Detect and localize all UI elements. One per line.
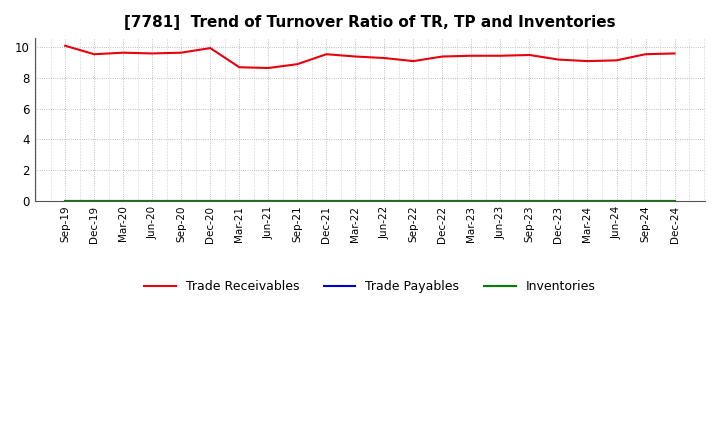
Inventories [612, 198, 621, 203]
Trade Payables [264, 198, 273, 203]
Inventories [670, 198, 679, 203]
Trade Receivables [438, 54, 446, 59]
Inventories [206, 198, 215, 203]
Inventories [235, 198, 243, 203]
Trade Payables [293, 198, 302, 203]
Trade Receivables [148, 51, 156, 56]
Trade Receivables [90, 51, 99, 57]
Title: [7781]  Trend of Turnover Ratio of TR, TP and Inventories: [7781] Trend of Turnover Ratio of TR, TP… [124, 15, 616, 30]
Trade Payables [322, 198, 330, 203]
Trade Receivables [293, 62, 302, 67]
Trade Payables [554, 198, 563, 203]
Trade Receivables [61, 43, 70, 48]
Trade Receivables [409, 59, 418, 64]
Inventories [177, 198, 186, 203]
Inventories [148, 198, 156, 203]
Trade Payables [409, 198, 418, 203]
Inventories [409, 198, 418, 203]
Trade Receivables [583, 59, 592, 64]
Trade Payables [148, 198, 156, 203]
Trade Payables [496, 198, 505, 203]
Inventories [293, 198, 302, 203]
Trade Receivables [351, 54, 360, 59]
Trade Payables [235, 198, 243, 203]
Trade Receivables [322, 51, 330, 57]
Trade Payables [90, 198, 99, 203]
Trade Receivables [554, 57, 563, 62]
Inventories [322, 198, 330, 203]
Inventories [467, 198, 476, 203]
Trade Receivables [612, 58, 621, 63]
Inventories [642, 198, 650, 203]
Inventories [583, 198, 592, 203]
Inventories [61, 198, 70, 203]
Trade Receivables [525, 52, 534, 58]
Trade Receivables [206, 45, 215, 51]
Inventories [438, 198, 446, 203]
Inventories [554, 198, 563, 203]
Trade Payables [612, 198, 621, 203]
Inventories [119, 198, 127, 203]
Trade Payables [119, 198, 127, 203]
Line: Trade Receivables: Trade Receivables [66, 46, 675, 68]
Trade Receivables [496, 53, 505, 59]
Trade Receivables [380, 55, 389, 61]
Trade Receivables [177, 50, 186, 55]
Trade Payables [438, 198, 446, 203]
Trade Payables [61, 198, 70, 203]
Trade Payables [670, 198, 679, 203]
Inventories [351, 198, 360, 203]
Inventories [264, 198, 273, 203]
Trade Payables [206, 198, 215, 203]
Trade Receivables [235, 65, 243, 70]
Trade Payables [467, 198, 476, 203]
Inventories [380, 198, 389, 203]
Trade Payables [642, 198, 650, 203]
Trade Payables [380, 198, 389, 203]
Inventories [90, 198, 99, 203]
Trade Receivables [642, 51, 650, 57]
Inventories [496, 198, 505, 203]
Trade Payables [351, 198, 360, 203]
Trade Receivables [467, 53, 476, 59]
Trade Payables [525, 198, 534, 203]
Trade Payables [177, 198, 186, 203]
Trade Receivables [119, 50, 127, 55]
Trade Payables [583, 198, 592, 203]
Trade Receivables [264, 66, 273, 71]
Trade Receivables [670, 51, 679, 56]
Legend: Trade Receivables, Trade Payables, Inventories: Trade Receivables, Trade Payables, Inven… [139, 275, 600, 298]
Inventories [525, 198, 534, 203]
